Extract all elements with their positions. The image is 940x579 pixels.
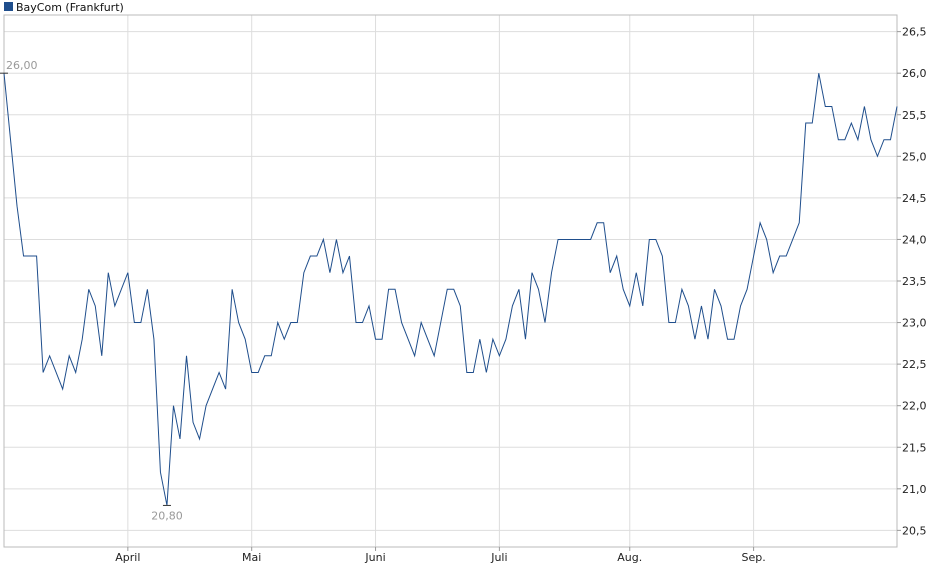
series-layer	[3, 73, 898, 506]
x-axis: April Mai Juni Juli Aug. Sep.	[115, 547, 766, 564]
y-tick-label: 24,0	[902, 233, 927, 246]
x-tick-label: Juni	[364, 551, 385, 564]
grid-lines	[4, 15, 897, 547]
y-tick-label: 22,5	[902, 358, 927, 371]
legend-swatch	[4, 2, 13, 11]
y-tick-label: 25,5	[902, 109, 927, 122]
x-tick-label: Mai	[242, 551, 261, 564]
y-tick-label: 26,0	[902, 67, 927, 80]
y-tick-label: 23,5	[902, 275, 927, 288]
series-line	[3, 73, 898, 506]
y-tick-label: 21,5	[902, 441, 927, 454]
max-annotation-label: 26,00	[6, 59, 38, 72]
y-tick-label: 24,5	[902, 192, 927, 205]
x-tick-label: Juli	[490, 551, 507, 564]
x-tick-label: Sep.	[741, 551, 765, 564]
legend: BayCom (Frankfurt)	[4, 1, 124, 14]
y-tick-label: 23,0	[902, 317, 927, 330]
legend-label: BayCom (Frankfurt)	[16, 1, 124, 14]
y-tick-label: 22,0	[902, 400, 927, 413]
x-tick-label: Aug.	[617, 551, 642, 564]
y-tick-label: 20,5	[902, 524, 927, 537]
x-tick-label: April	[115, 551, 140, 564]
y-axis: 20,5 21,0 21,5 22,0 22,5 23,0 23,5 24,0 24,5 25,0…	[897, 26, 927, 537]
y-tick-label: 26,5	[902, 26, 927, 39]
y-tick-label: 21,0	[902, 483, 927, 496]
min-annotation-label: 20,80	[151, 509, 183, 522]
y-tick-label: 25,0	[902, 150, 927, 163]
annotation-layer: 26,00 20,80	[0, 59, 183, 522]
